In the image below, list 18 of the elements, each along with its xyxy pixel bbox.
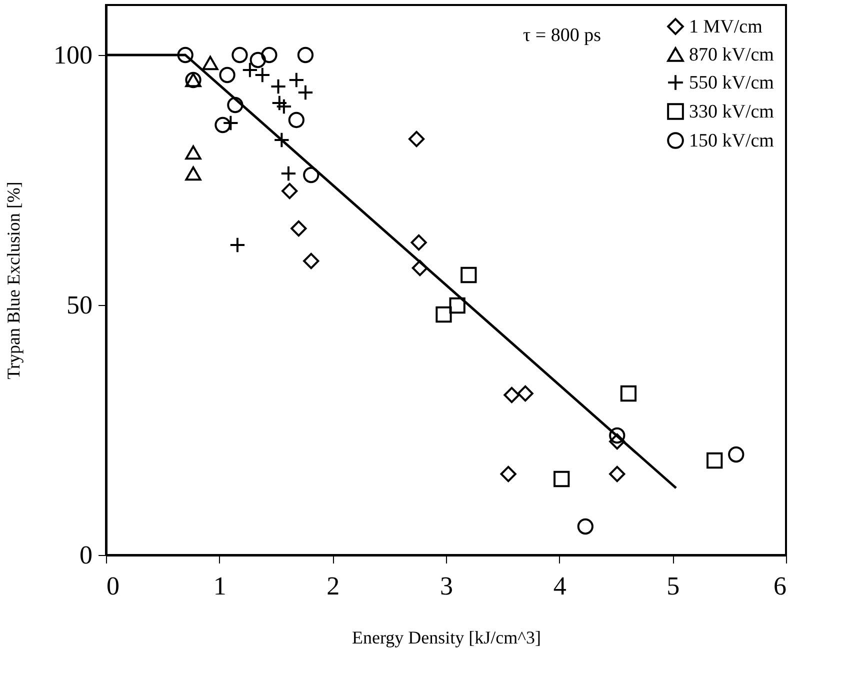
y-axis-title: Trypan Blue Exclusion [%] (4, 182, 24, 380)
x-tick-label: 3 (440, 572, 453, 600)
x-tick-label: 1 (213, 572, 226, 600)
x-tick-label: 0 (106, 572, 120, 600)
x-tick-label: 4 (553, 572, 566, 600)
x-axis-title: Energy Density [kJ/cm^3] (352, 628, 542, 648)
legend-label: 330 kV/cm (689, 102, 774, 122)
y-tick-label: 0 (80, 540, 92, 570)
y-tick-label: 100 (54, 40, 92, 70)
x-tick-label: 2 (326, 572, 340, 600)
legend-label: 150 kV/cm (689, 130, 774, 152)
y-tick-label: 50 (66, 290, 92, 320)
x-tick-label: 6 (774, 572, 786, 600)
x-tick-label: 5 (666, 572, 680, 600)
legend-label: 550 kV/cm (689, 72, 774, 94)
legend-label: 870 kV/cm (689, 44, 774, 66)
legend-label: 1 MV/cm (689, 16, 763, 38)
annotation: τ = 800 ps (523, 25, 601, 46)
